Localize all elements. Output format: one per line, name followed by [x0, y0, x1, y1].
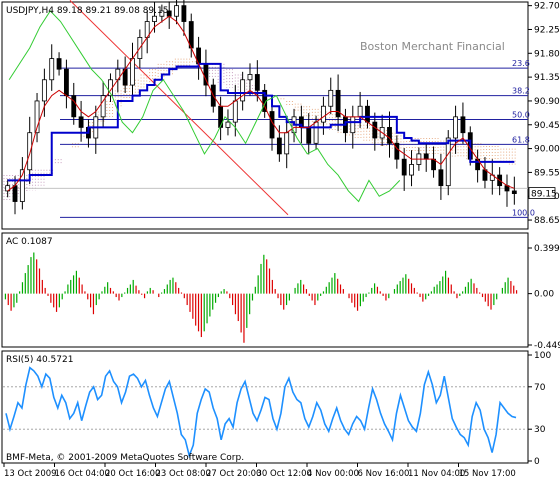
y-tick-label: 88.65: [534, 216, 560, 226]
y-tick-label: 90.45: [534, 121, 560, 131]
trendline: [69, 0, 289, 216]
candle-body: [63, 68, 69, 97]
y-tick-label: 92.70: [534, 2, 560, 12]
ichimoku-lines: [7, 10, 515, 203]
x-tick-label: 6 Nov 16:00: [358, 469, 410, 479]
current-price-marker: 89.15: [528, 187, 557, 200]
y-tick-label: 90.00: [534, 145, 560, 155]
candle-body: [100, 95, 106, 118]
candle-body: [335, 89, 341, 118]
candle-body: [159, 10, 165, 17]
rsi-tick-label: 30: [534, 425, 546, 435]
candle-body: [41, 79, 47, 102]
y-tick-label: 91.35: [534, 73, 560, 83]
candle-body: [232, 100, 238, 123]
rsi-pane: [1, 350, 529, 464]
candle-body: [313, 121, 319, 144]
candle-body: [438, 169, 444, 187]
main-header: USDJPY,H4 89.18 89.21 89.08 89.15: [6, 6, 168, 16]
candle-body: [284, 132, 290, 155]
candle-body: [306, 127, 312, 144]
rsi-axis: 0 30 70 100: [528, 351, 551, 467]
ac-pane: [1, 232, 529, 348]
candle-body: [71, 95, 77, 118]
candle-body: [511, 190, 517, 194]
candle-body: [409, 164, 414, 176]
fib-level-label: 100.0: [512, 208, 535, 217]
copyright: BMF-Meta, © 2001-2009 MetaQuotes Softwar…: [6, 453, 244, 463]
ac-axis: 0.3994 0.00 -0.4496: [528, 244, 560, 351]
fib-level-label: 23.6: [512, 59, 530, 68]
candle-body: [56, 58, 62, 70]
candle-body: [225, 121, 231, 128]
candle-body: [350, 116, 356, 134]
candle-body: [181, 5, 187, 22]
ac-histogram: [4, 252, 518, 343]
fib-level-label: 50.0: [512, 110, 530, 119]
rsi-tick-label: 0: [534, 457, 540, 467]
candle-body: [328, 89, 334, 107]
series-line: [7, 15, 515, 192]
ac-tick-label: 0.00: [534, 290, 554, 300]
candle-body: [19, 169, 25, 202]
rsi-series-line: [5, 366, 517, 459]
candle-body: [320, 105, 326, 123]
candle-body: [394, 142, 400, 160]
series-line: [7, 62, 515, 182]
candle-body: [365, 105, 370, 123]
rsi-header: RSI(5) 40.5721: [6, 355, 73, 365]
x-tick-label: 13 Oct 2009: [4, 469, 57, 479]
candle-body: [152, 15, 157, 22]
candle-body: [78, 116, 84, 128]
rsi-tick-label: 70: [534, 383, 546, 393]
x-tick-label: 11 Nov 04:00: [408, 469, 465, 479]
candle-body: [218, 105, 224, 128]
y-tick-label: 92.25: [534, 25, 560, 35]
ac-tick-label: 0.3994: [534, 244, 560, 254]
candle-body: [357, 105, 363, 118]
candle-body: [453, 116, 459, 139]
candle-body: [49, 58, 55, 81]
rsi-line: [5, 366, 517, 459]
candle-body: [130, 58, 135, 86]
x-tick-label: 15 Nov 17:00: [459, 469, 516, 479]
candle-body: [401, 158, 407, 176]
candle-body: [387, 127, 392, 144]
fib-level-label: 38.2: [512, 87, 530, 96]
fib-level-label: 61.8: [512, 135, 530, 144]
y-tick-label: 91.80: [534, 49, 560, 59]
candle-body: [254, 74, 260, 91]
trendline-segment: [69, 0, 289, 216]
watermark: Boston Merchant Financial: [360, 40, 505, 53]
ac-header: AC 0.1087: [6, 237, 53, 247]
candle-body: [445, 137, 451, 187]
x-tick-label: 30 Oct 12:00: [257, 469, 312, 479]
y-tick-label: 89.55: [534, 168, 560, 178]
candle-body: [12, 185, 18, 202]
x-tick-label: 20 Oct 16:00: [105, 469, 160, 479]
candle-body: [240, 79, 246, 102]
candle-body: [276, 137, 282, 155]
x-tick-label: 27 Oct 20:00: [206, 469, 261, 479]
candle-body: [423, 153, 429, 160]
candle-body: [460, 116, 466, 134]
series-line: [8, 10, 401, 203]
x-tick-label: 4 Nov 00:00: [307, 469, 359, 479]
x-tick-label: 16 Oct 04:00: [55, 469, 110, 479]
candle-body: [247, 74, 253, 81]
candle-body: [34, 100, 40, 134]
rsi-tick-label: 100: [534, 351, 551, 361]
candle-body: [174, 5, 179, 17]
candle-body: [27, 132, 33, 171]
x-tick-label: 23 Oct 08:00: [156, 469, 211, 479]
rsi-levels: [3, 386, 527, 430]
candle-body: [372, 121, 378, 139]
current-price-label: 89.15: [531, 190, 557, 200]
y-tick-label: 90.90: [534, 97, 560, 107]
ac-tick-label: -0.4496: [534, 341, 560, 351]
